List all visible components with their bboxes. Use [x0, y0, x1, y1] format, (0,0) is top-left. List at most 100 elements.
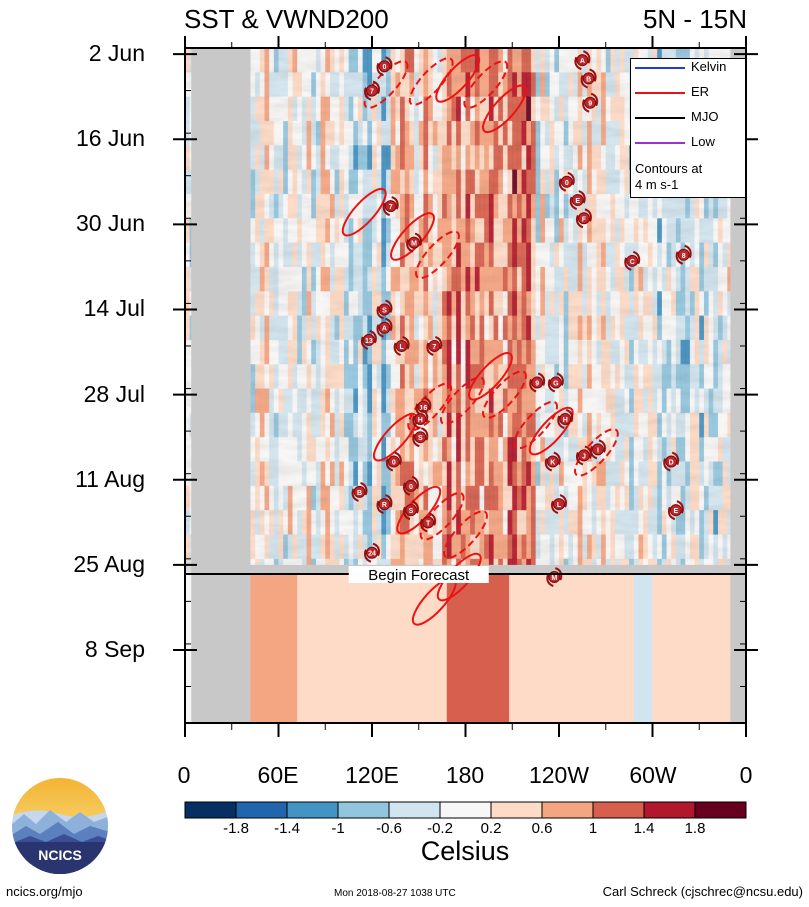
heatmap-cell — [421, 574, 429, 723]
storm-arm — [428, 512, 437, 526]
storm-label: A — [580, 58, 585, 65]
storm-label: B — [586, 76, 591, 83]
storm-arm — [632, 250, 641, 265]
heatmap-cell — [477, 574, 485, 723]
heatmap-cell — [453, 574, 460, 723]
storm-arm — [394, 451, 402, 465]
heatmap-cell — [465, 574, 473, 723]
y-tick-label: 11 Aug — [75, 465, 145, 492]
storm-arm — [598, 439, 606, 453]
storm-arm — [544, 458, 553, 472]
storm-label: L — [557, 502, 562, 509]
legend-item-kelvin: Kelvin — [635, 59, 743, 75]
heatmap-cell — [621, 574, 629, 723]
storm-core — [378, 303, 391, 316]
y-tick-label: 8 Sep — [84, 636, 145, 663]
heatmap-cell — [434, 574, 442, 723]
heatmap-cell — [390, 574, 398, 723]
storm-core — [626, 254, 639, 267]
storm-label: A — [382, 326, 387, 333]
er-contour — [468, 352, 513, 401]
storm-arm — [414, 232, 423, 247]
storm-core — [404, 504, 417, 517]
storm-arm — [360, 481, 368, 496]
heatmap-cell — [253, 574, 261, 723]
storm-label: D — [669, 460, 674, 467]
er-contour — [482, 370, 527, 419]
storm-core — [366, 84, 378, 97]
storm-arm — [363, 549, 372, 563]
storm-marker: T — [420, 512, 437, 533]
chart-title: SST & VWND200 — [184, 4, 389, 34]
heatmap-cell — [340, 574, 348, 723]
storm-arm — [412, 415, 420, 429]
storm-arm — [559, 494, 568, 508]
storm-label: M — [551, 575, 557, 582]
storm-core — [546, 455, 559, 468]
footer-timestamp: Mon 2018-08-27 1038 UTC — [334, 888, 456, 899]
logo-text: NCICS — [38, 847, 82, 863]
storm-core — [669, 504, 682, 517]
storm-label: E — [674, 508, 679, 515]
heatmap-cell — [446, 574, 454, 723]
storm-marker: 0 — [558, 171, 575, 192]
storm-arm — [567, 171, 575, 186]
storm-label: F — [582, 216, 587, 223]
er-contour — [573, 428, 619, 477]
storm-arm — [569, 196, 578, 210]
colorbar-tick-label: 0.6 — [531, 820, 553, 837]
storm-arm — [558, 178, 567, 192]
storm-label: 7 — [389, 204, 393, 211]
heatmap-cell — [552, 574, 560, 723]
storm-arm — [550, 500, 559, 515]
storm-arm — [574, 56, 582, 71]
legend-label: ER — [691, 84, 710, 99]
storm-label: B — [357, 490, 362, 497]
legend-label: MJO — [691, 109, 719, 124]
heatmap-cell — [403, 574, 410, 723]
storm-core — [404, 479, 417, 492]
er-contour — [528, 406, 574, 456]
colorbar-tick-label: 0.2 — [480, 820, 502, 837]
storm-label: H — [418, 417, 423, 424]
heatmap-cell — [409, 574, 417, 723]
heatmap-cell — [633, 574, 641, 723]
storm-label: S — [382, 307, 387, 314]
storm-markers: 0 7 A B 9 0 E F 7 M C 8 S A 13 L 7 9 G 16 H S H 0 K J I D B R 0 S T L E 24 M — [351, 50, 692, 588]
x-tick-label: 180 — [445, 762, 485, 788]
y-tick-label: 25 Aug — [73, 550, 145, 577]
er-contour — [463, 60, 509, 109]
heatmap-cell — [683, 574, 691, 723]
storm-label: 9 — [588, 101, 592, 108]
legend-note-line1: Contours at — [635, 161, 703, 176]
storm-label: L — [399, 344, 404, 351]
storm-arm — [546, 573, 554, 588]
storm-marker: K — [544, 451, 561, 472]
storm-arm — [376, 324, 384, 338]
storm-core — [414, 412, 427, 425]
footer-url[interactable]: ncics.org/mjo — [6, 884, 83, 899]
storm-label: H — [563, 417, 568, 424]
heatmap-cell — [527, 574, 535, 723]
storm-marker: S — [376, 299, 393, 320]
heatmap-cell — [297, 574, 305, 723]
storm-label: 0 — [409, 484, 413, 491]
forecast-label-background — [348, 566, 489, 584]
storm-arm — [589, 68, 597, 82]
heatmap-cell — [721, 574, 728, 723]
storm-marker: R — [376, 494, 393, 515]
heatmap-cell — [459, 574, 467, 723]
storm-core — [422, 516, 435, 529]
legend-item-mjo: MJO — [635, 109, 743, 125]
storm-arm — [556, 372, 564, 386]
storm-arm — [402, 336, 410, 350]
storm-arm — [547, 379, 556, 393]
storm-arm — [376, 500, 384, 515]
colorbar-tick-label: -1.4 — [274, 820, 300, 837]
storm-label: S — [418, 435, 423, 442]
forecast-label: Begin Forecast — [368, 567, 470, 584]
heatmap-cell — [627, 574, 635, 723]
storm-arm — [557, 415, 565, 429]
storm-marker: 24 — [363, 542, 381, 563]
storm-core — [395, 339, 408, 352]
